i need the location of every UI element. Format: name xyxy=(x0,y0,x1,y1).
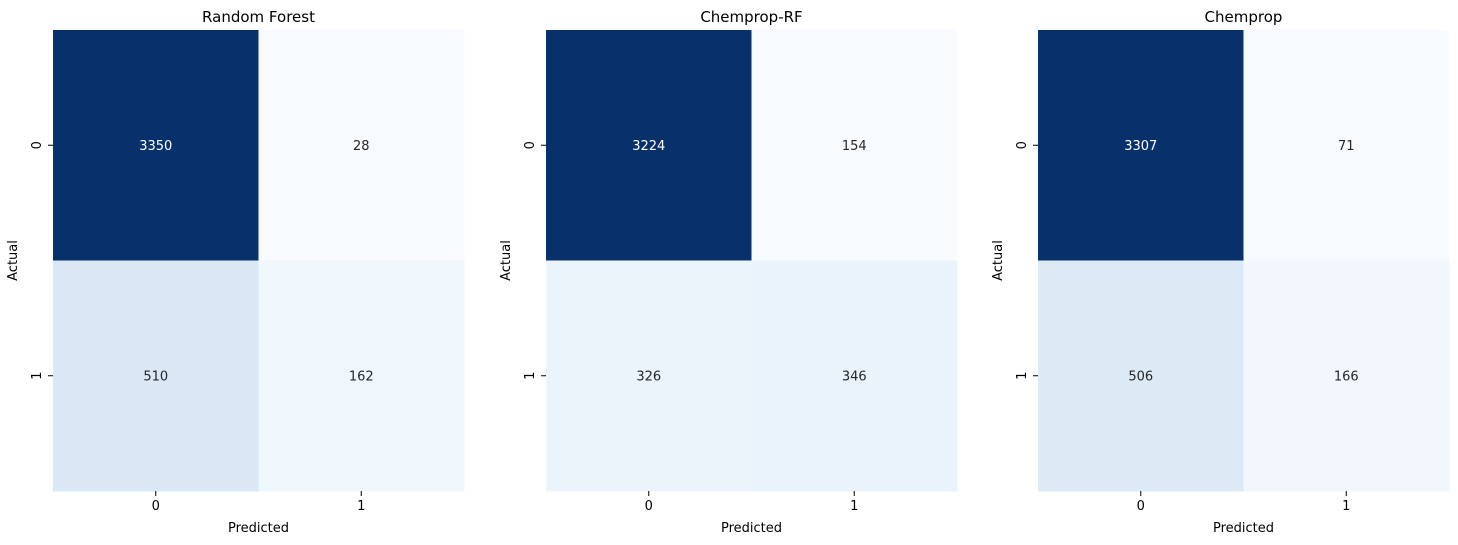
chart-title: Random Forest xyxy=(202,8,315,26)
cell-value-label: 3224 xyxy=(632,139,665,154)
y-tick-label: 1 xyxy=(523,372,538,380)
y-tick-label: 0 xyxy=(523,141,538,149)
x-tick-label: 1 xyxy=(1342,499,1350,514)
cell-value-label: 28 xyxy=(353,139,370,154)
x-tick-label: 1 xyxy=(850,499,858,514)
cell-value-label: 154 xyxy=(842,139,867,154)
cell-value-label: 3350 xyxy=(139,139,172,154)
x-tick-label: 0 xyxy=(645,499,653,514)
cell-value-label: 506 xyxy=(1128,369,1153,384)
heatmap-panel-3: 3307 71 506 166 Chemprop 0 1 0 1 Predicted Actual xyxy=(991,8,1450,536)
chart-title: Chemprop-RF xyxy=(700,8,802,26)
y-axis-label: Actual xyxy=(6,240,21,281)
y-tick-label: 0 xyxy=(1015,141,1030,149)
y-tick-label: 0 xyxy=(30,141,45,149)
x-tick-label: 1 xyxy=(357,499,365,514)
cell-value-label: 326 xyxy=(636,369,661,384)
cell-value-label: 510 xyxy=(143,369,168,384)
x-axis-label: Predicted xyxy=(228,521,289,536)
cell-value-label: 166 xyxy=(1334,369,1359,384)
x-tick-label: 0 xyxy=(152,499,160,514)
x-axis-label: Predicted xyxy=(1213,521,1274,536)
heatmap-panel-1: 3350 28 510 162 Random Forest 0 1 0 1 Predicted Ac… xyxy=(6,8,465,536)
cell-value-label: 346 xyxy=(842,369,867,384)
heatmap-panel-2: 3224 154 326 346 Chemprop-RF 0 1 0 1 Predicted Act… xyxy=(499,8,958,536)
cell-value-label: 3307 xyxy=(1124,139,1157,154)
x-axis-label: Predicted xyxy=(721,521,782,536)
y-axis-label: Actual xyxy=(991,240,1006,281)
y-tick-label: 1 xyxy=(1015,372,1030,380)
y-tick-label: 1 xyxy=(30,372,45,380)
chart-title: Chemprop xyxy=(1205,8,1283,26)
cell-value-label: 71 xyxy=(1338,139,1355,154)
y-axis-label: Actual xyxy=(499,240,514,281)
cell-value-label: 162 xyxy=(349,369,374,384)
x-tick-label: 0 xyxy=(1137,499,1145,514)
